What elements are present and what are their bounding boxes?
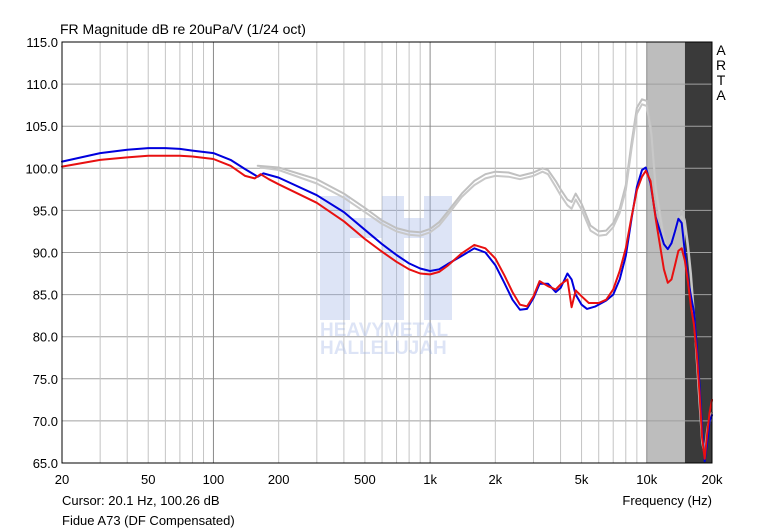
y-tick-label: 85.0 [33, 288, 58, 303]
x-tick-label: 200 [268, 472, 290, 487]
logo-bar-left [320, 196, 350, 320]
vendor-label: A R T A [716, 42, 726, 103]
logo-text-line1: HEAVYMETAL [320, 320, 448, 341]
x-tick-label: 20k [702, 472, 723, 487]
vendor-letter: R [716, 57, 726, 73]
watermark-logo: HEAVYMETAL HALLELUJAH [320, 196, 452, 359]
x-tick-label: 5k [575, 472, 589, 487]
plot-border [61, 41, 713, 464]
x-tick-labels: 20 50 100 200 500 1k 2k 5k 10k 20k [55, 472, 723, 487]
logo-text-line2: HALLELUJAH [320, 338, 447, 359]
grid-lines [61, 41, 713, 464]
x-tick-label: 50 [141, 472, 155, 487]
series-line [259, 103, 713, 456]
series-line [61, 147, 713, 463]
y-tick-label: 70.0 [33, 414, 58, 429]
y-tick-label: 80.0 [33, 330, 58, 345]
vendor-letter: A [716, 42, 726, 58]
cursor-readout: Cursor: 20.1 Hz, 100.26 dB [62, 493, 220, 508]
vendor-letter: T [717, 72, 726, 88]
x-tick-label: 100 [203, 472, 225, 487]
x-axis-label: Frequency (Hz) [622, 493, 712, 508]
series-line [61, 154, 713, 460]
data-series [61, 98, 713, 463]
plot-frame [61, 41, 713, 464]
y-tick-label: 65.0 [33, 456, 58, 471]
x-tick-label: 20 [55, 472, 69, 487]
y-tick-label: 95.0 [33, 203, 58, 218]
chart-title: FR Magnitude dB re 20uPa/V (1/24 oct) [60, 21, 306, 37]
vendor-letter: A [716, 87, 726, 103]
x-tick-label: 10k [636, 472, 657, 487]
x-tick-label: 1k [423, 472, 437, 487]
logo-bar-top [348, 218, 404, 238]
y-tick-label: 90.0 [33, 246, 58, 261]
x-tick-label: 500 [354, 472, 376, 487]
y-tick-label: 115.0 [26, 35, 58, 50]
y-tick-labels: 115.0 110.0 105.0 100.0 95.0 90.0 85.0 80.0 75.0… [25, 35, 58, 471]
y-tick-label: 105.0 [25, 119, 58, 134]
y-tick-label: 100.0 [25, 161, 58, 176]
device-name: Fidue A73 (DF Compensated) [62, 513, 235, 528]
y-tick-label: 110.0 [26, 77, 58, 92]
x-tick-label: 2k [488, 472, 502, 487]
y-tick-label: 75.0 [33, 372, 58, 387]
